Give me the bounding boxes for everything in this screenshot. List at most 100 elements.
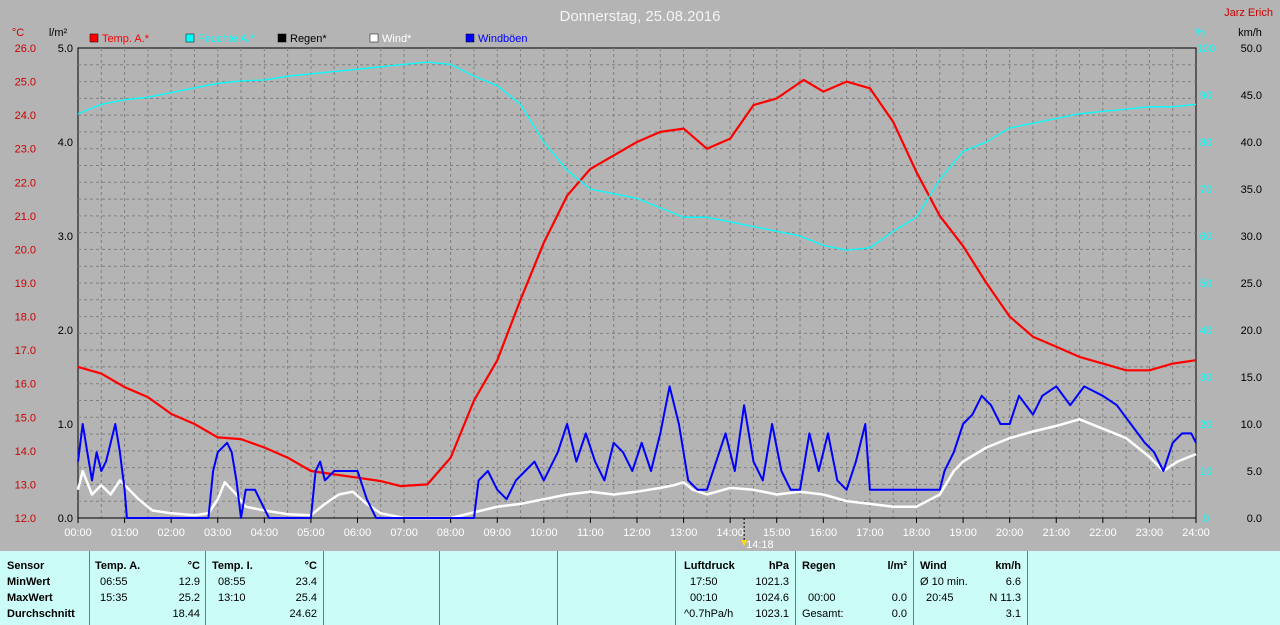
x-tick-label: 11:00 [577, 527, 604, 539]
x-tick-label: 17:00 [856, 527, 884, 539]
temp-a-max-val: 25.2 [178, 592, 200, 604]
temp-tick-label: 14.0 [15, 446, 36, 458]
temp-tick-label: 18.0 [15, 312, 36, 324]
wind-tick-label: 25.0 [1241, 278, 1262, 290]
temp-tick-label: 22.0 [15, 177, 36, 189]
row-label-avg: Durchschnitt [7, 608, 75, 620]
humidity-tick-label: 50 [1200, 278, 1212, 290]
chart-title: Donnerstag, 25.08.2016 [560, 8, 721, 25]
x-tick-label: 24:00 [1182, 527, 1210, 539]
x-tick-label: 15:00 [763, 527, 791, 539]
temp-tick-label: 21.0 [15, 211, 36, 223]
humidity-tick-label: 20 [1200, 419, 1212, 431]
x-tick-label: 13:00 [670, 527, 698, 539]
x-tick-label: 21:00 [1042, 527, 1070, 539]
x-tick-label: 08:00 [437, 527, 465, 539]
wind-avg2-val: 3.1 [1005, 608, 1021, 620]
stats-col-sensor: Sensor MinWert MaxWert Durchschnitt [0, 551, 90, 625]
rain-unit: l/m² [887, 560, 907, 572]
pressure-trend-label: ^0.7hPa/h [684, 608, 734, 620]
legend-label: Regen* [290, 33, 327, 45]
x-tick-label: 22:00 [1089, 527, 1117, 539]
sensor-header: Sensor [7, 560, 45, 572]
chart-grid [77, 47, 1197, 519]
wind-tick-label: 0.0 [1247, 513, 1262, 525]
wind-tick-label: 30.0 [1241, 231, 1262, 243]
chart-legend: Temp. A.* Feuchte A.* Regen* Wind* Windböen [89, 33, 528, 45]
humidity-tick-label: 0 [1203, 513, 1209, 525]
x-tick-label: 07:00 [390, 527, 418, 539]
temp-i-header: Temp. I. [212, 560, 253, 572]
pressure-max-val: 1024.6 [755, 592, 789, 604]
x-tick-label: 19:00 [949, 527, 977, 539]
temp-tick-label: 26.0 [15, 43, 36, 55]
temp-i-avg-val: 24.62 [289, 608, 317, 620]
temp-a-header: Temp. A. [95, 560, 141, 572]
x-tick-label: 10:00 [530, 527, 558, 539]
legend-label: Wind* [382, 33, 412, 45]
temp-tick-label: 24.0 [15, 110, 36, 122]
weather-chart: 00:00 01:00 02:00 03:00 04:00 05:00 06:00 07:00… [12, 7, 1273, 551]
stats-col-empty-4 [1028, 551, 1280, 625]
humidity-axis-unit: % [1195, 27, 1205, 39]
stats-col-temp-i: Temp. I. °C 08:55 23.4 13:10 25.4 24.62 [206, 551, 324, 625]
x-tick-label: 01:00 [111, 527, 139, 539]
series-line-0 [77, 78, 1197, 488]
rain-tick-label: 4.0 [58, 137, 73, 149]
temp-tick-label: 15.0 [15, 412, 36, 424]
pressure-min-val: 1021.3 [755, 576, 789, 588]
humidity-tick-label: 10 [1200, 466, 1212, 478]
stats-col-empty-3 [558, 551, 676, 625]
x-tick-label: 09:00 [483, 527, 511, 539]
rain-header: Regen [802, 560, 836, 572]
wind-tick-label: 15.0 [1241, 372, 1262, 384]
rain-tick-label: 0.0 [58, 513, 73, 525]
stats-col-rain: Regen l/m² 00:00 0.0 Gesamt: 0.0 [796, 551, 914, 625]
humidity-tick-label: 80 [1200, 137, 1212, 149]
chart-axes: 00:00 01:00 02:00 03:00 04:00 05:00 06:00 07:00… [12, 27, 1262, 551]
row-label-min: MinWert [7, 576, 51, 588]
temp-a-max-time: 15:35 [100, 592, 128, 604]
temp-tick-label: 13.0 [15, 479, 36, 491]
pressure-min-time: 17:50 [690, 576, 718, 588]
rain-tick-label: 2.0 [58, 325, 73, 337]
rain-total-val: 0.0 [891, 608, 907, 620]
wind-max-time: 20:45 [926, 592, 954, 604]
rain-total-label: Gesamt: [802, 608, 844, 620]
rain-axis-unit: l/m² [49, 27, 68, 39]
wind-tick-label: 5.0 [1247, 466, 1262, 478]
x-tick-label: 03:00 [204, 527, 232, 539]
wind-tick-label: 10.0 [1241, 419, 1262, 431]
row-label-max: MaxWert [7, 592, 53, 604]
series-line-4 [77, 385, 1197, 519]
x-tick-label: 04:00 [251, 527, 279, 539]
time-marker-icon [741, 540, 748, 546]
x-tick-label: 16:00 [810, 527, 838, 539]
stats-col-temp-a: Temp. A. °C 06:55 12.9 15:35 25.2 18.44 [90, 551, 206, 625]
temp-tick-label: 17.0 [15, 345, 36, 357]
stats-col-wind: Wind km/h Ø 10 min. 6.6 20:45 N 11.3 3.1 [914, 551, 1028, 625]
x-tick-label: 18:00 [903, 527, 931, 539]
x-tick-label: 06:00 [344, 527, 372, 539]
temp-axis-unit: °C [12, 27, 24, 39]
wind-tick-label: 35.0 [1241, 184, 1262, 196]
temp-i-unit: °C [304, 560, 317, 572]
x-tick-label: 20:00 [996, 527, 1024, 539]
temp-i-min-val: 23.4 [295, 576, 317, 588]
wind-axis-unit: km/h [1238, 27, 1262, 39]
time-marker-label: 14:18 [746, 539, 774, 551]
pressure-header: Luftdruck [684, 560, 735, 572]
stats-panel: Sensor MinWert MaxWert Durchschnitt Temp… [0, 551, 1280, 625]
wind-avg-label: Ø 10 min. [920, 576, 968, 588]
legend-swatch [369, 33, 379, 43]
series-line-1 [77, 61, 1197, 251]
humidity-tick-label: 90 [1200, 90, 1212, 102]
rain-max-val: 0.0 [891, 592, 907, 604]
wind-tick-label: 40.0 [1241, 137, 1262, 149]
x-tick-label: 14:00 [716, 527, 744, 539]
x-tick-label: 23:00 [1136, 527, 1164, 539]
temp-tick-label: 23.0 [15, 144, 36, 156]
temp-a-unit: °C [187, 560, 200, 572]
x-tick-label: 05:00 [297, 527, 325, 539]
temp-a-min-val: 12.9 [178, 576, 200, 588]
